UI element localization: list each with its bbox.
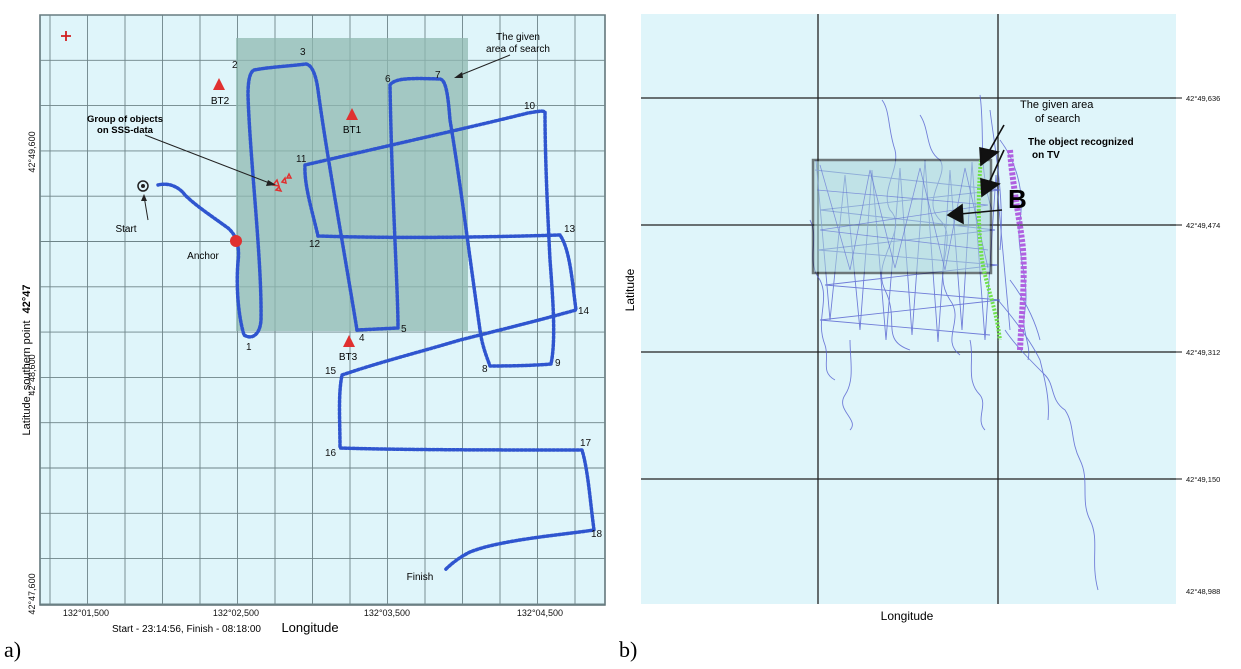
waypoint-label: 5: [401, 324, 407, 335]
anchor-marker-icon: [230, 235, 242, 247]
y-tick: 42°49,312: [1186, 348, 1220, 357]
panel-a-y-ticks: 42°49,600 42°48,600 42°47,600: [27, 131, 37, 614]
panel-b-arrows: [946, 124, 1005, 225]
waypoint-label: 16: [325, 448, 337, 459]
beacon-label: BT2: [211, 96, 230, 107]
panel-b-search-label-1: The given area: [1020, 99, 1094, 111]
beacon-bt1-icon: [346, 108, 358, 120]
waypoint-label: 17: [580, 438, 592, 449]
panel-a-track: [156, 62, 596, 572]
x-tick: 132°02,500: [213, 608, 259, 618]
waypoint-label: 13: [564, 224, 576, 235]
objects-label-1: Group of objects: [87, 114, 163, 125]
panel-a-x-ticks: 132°01,500 132°02,500 132°03,500 132°04,…: [63, 608, 563, 618]
waypoint-label: 10: [524, 101, 536, 112]
anchor-label: Anchor: [187, 251, 219, 262]
panel-a-label: a): [4, 637, 22, 662]
waypoint-label: 12: [309, 239, 321, 250]
panel-a-x-axis-label: Longitude: [281, 620, 338, 635]
waypoint-label: 18: [591, 529, 603, 540]
waypoint-label: 2: [232, 60, 238, 71]
beacon-bt3-icon: [343, 335, 355, 347]
marker-b-label: B: [1008, 184, 1027, 214]
waypoint-label: 3: [300, 47, 306, 58]
objects-group-icon: [271, 172, 293, 193]
waypoint-label: 15: [325, 366, 337, 377]
panel-b-y-axis-label: Latitude: [623, 268, 637, 311]
x-tick: 132°04,500: [517, 608, 563, 618]
waypoint-label: 9: [555, 358, 561, 369]
panel-b-search-label-2: of search: [1035, 113, 1080, 125]
search-area-label-2: area of search: [486, 44, 550, 55]
panel-b-search-area: [811, 158, 993, 275]
panel-b-object-label-2: on TV: [1032, 150, 1060, 161]
x-tick: 132°01,500: [63, 608, 109, 618]
search-area-label-1: The given: [496, 32, 540, 43]
panel-b-label: b): [619, 637, 638, 662]
waypoint-label: 4: [359, 333, 365, 344]
panel-b-object-label-1: The object recognized: [1028, 137, 1134, 148]
waypoint-label: 11: [296, 154, 307, 165]
waypoint-label: 1: [246, 342, 252, 353]
panel-b-map: The given area of search The object reco…: [623, 14, 1220, 623]
start-label: Start: [115, 224, 136, 235]
y-tick: 42°47,600: [27, 573, 37, 614]
panel-b-x-axis-label: Longitude: [881, 609, 934, 623]
objects-label-2: on SSS-data: [97, 125, 154, 136]
waypoint-label: 14: [578, 306, 590, 317]
beacon-label: BT1: [343, 125, 362, 136]
x-tick: 132°03,500: [364, 608, 410, 618]
y-tick: 42°49,600: [27, 131, 37, 172]
beacon-label: BT3: [339, 352, 358, 363]
red-cross-icon: [61, 31, 71, 41]
y-tick: 42°49,150: [1186, 475, 1220, 484]
y-tick: 42°49,474: [1186, 221, 1220, 230]
y-tick: 42°48,600: [27, 354, 37, 395]
panel-b-y-ticks: 42°49,636 42°49,474 42°49,312 42°49,150 …: [1186, 94, 1220, 596]
panel-a-y-axis-label: Latitude, southern point 42°47: [21, 285, 33, 436]
beacon-bt2-icon: [213, 78, 225, 90]
purple-track: [1007, 149, 1027, 351]
y-tick: 42°48,988: [1186, 587, 1220, 596]
waypoint-label: 7: [435, 70, 441, 81]
panel-b-background: [641, 14, 1176, 604]
waypoint-label: 6: [385, 74, 391, 85]
y-tick: 42°49,636: [1186, 94, 1220, 103]
panel-a-map: The given area of search Group of object…: [21, 14, 606, 635]
waypoint-labels: 1 2 3 4 5 6 7 8 9 10 11 12 13 14 15 16 1…: [232, 47, 603, 540]
finish-label: Finish: [407, 572, 434, 583]
time-caption: Start - 23:14:56, Finish - 08:18:00: [112, 624, 261, 635]
waypoint-label: 8: [482, 364, 488, 375]
start-marker-icon: [137, 180, 149, 192]
